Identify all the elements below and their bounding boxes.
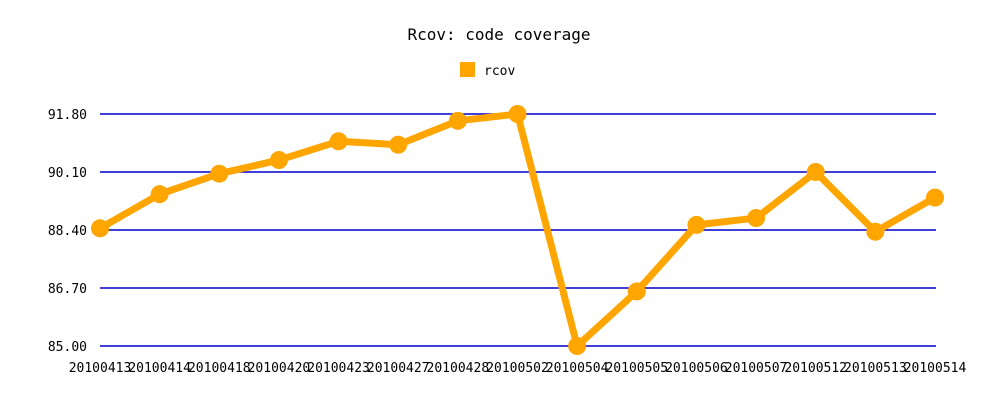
data-point-9	[627, 282, 646, 301]
x-tick-label-8: 20100504	[546, 361, 609, 376]
y-tick-label-1: 86.70	[48, 282, 87, 297]
data-point-11	[747, 209, 766, 228]
x-tick-label-11: 20100507	[725, 361, 788, 376]
data-point-12	[806, 163, 825, 181]
y-tick-label-3: 90.10	[48, 166, 87, 181]
x-tick-label-6: 20100428	[427, 361, 490, 376]
grid-lines	[100, 113, 936, 347]
series-rcov	[91, 105, 944, 355]
data-point-7	[508, 105, 527, 123]
data-point-4	[329, 132, 348, 151]
x-tick-label-9: 20100505	[605, 361, 668, 376]
x-tick-label-0: 20100413	[69, 361, 132, 376]
x-tick-label-12: 20100512	[784, 361, 847, 376]
x-tick-label-7: 20100502	[486, 361, 549, 376]
data-point-6	[448, 111, 467, 130]
data-point-8	[568, 337, 587, 355]
y-tick-label-4: 91.80	[48, 108, 87, 123]
data-point-0	[91, 219, 109, 238]
x-tick-label-1: 20100414	[128, 361, 191, 376]
data-point-3	[269, 151, 288, 170]
x-tick-label-2: 20100418	[188, 361, 251, 376]
y-tick-label-0: 85.00	[48, 340, 87, 355]
x-axis-tick-labels: 2010041320100414201004182010042020100423…	[69, 361, 967, 376]
data-point-2	[210, 164, 229, 183]
x-tick-label-14: 20100514	[904, 361, 967, 376]
data-point-14	[926, 188, 944, 207]
y-tick-label-2: 88.40	[48, 224, 87, 239]
data-point-10	[687, 215, 706, 234]
y-axis-tick-labels: 85.00 86.70 88.40 90.10 91.80	[48, 108, 87, 355]
x-tick-label-5: 20100427	[367, 361, 430, 376]
data-point-5	[389, 135, 408, 154]
x-tick-label-10: 20100506	[665, 361, 728, 376]
x-tick-label-4: 20100423	[307, 361, 370, 376]
data-point-13	[866, 222, 885, 241]
x-tick-label-13: 20100513	[844, 361, 907, 376]
legend-label-rcov: rcov	[484, 64, 515, 79]
x-tick-label-3: 20100420	[248, 361, 311, 376]
legend: rcov	[460, 62, 515, 79]
data-point-1	[150, 185, 169, 204]
chart-title: Rcov: code coverage	[407, 25, 590, 44]
legend-swatch-rcov	[460, 62, 475, 77]
